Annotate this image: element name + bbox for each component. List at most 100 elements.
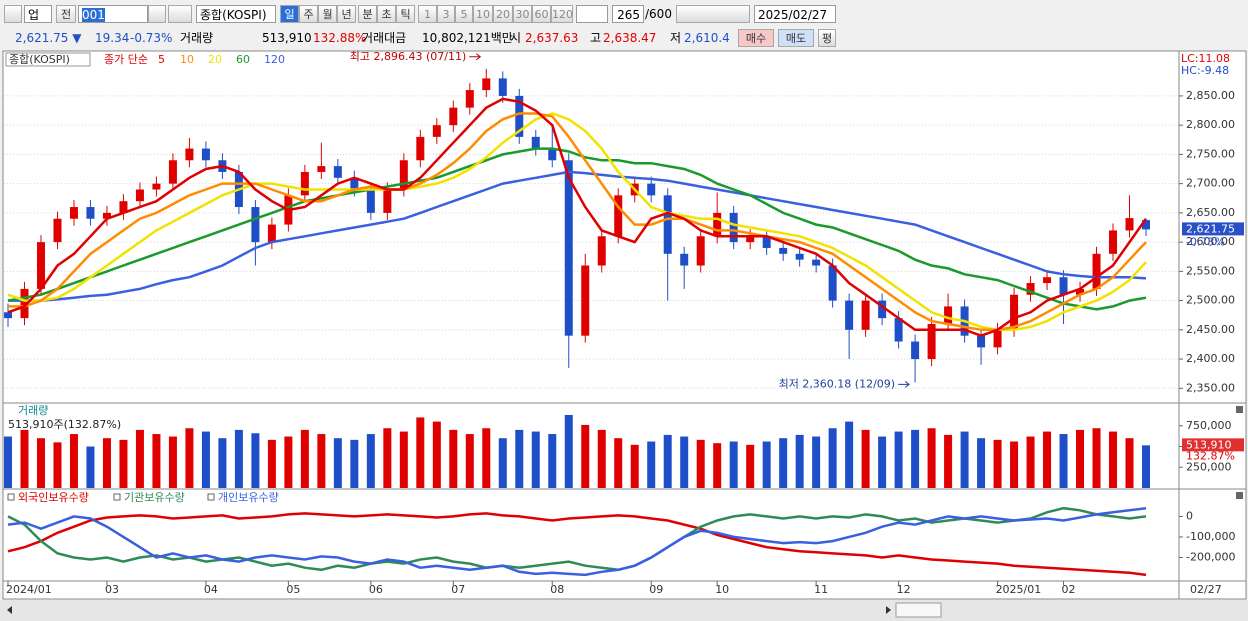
candle-body bbox=[251, 207, 260, 243]
high-label: 고 bbox=[590, 31, 602, 45]
candle-body bbox=[531, 136, 540, 149]
period-button[interactable]: 초 bbox=[377, 5, 396, 23]
avg-button[interactable]: 평 bbox=[818, 29, 836, 47]
chart-title: 종합(KOSPI) bbox=[9, 53, 70, 66]
candle-body bbox=[201, 148, 210, 161]
holding-line bbox=[7, 512, 1147, 577]
buy-button[interactable]: 매수 bbox=[738, 29, 774, 47]
candle-body bbox=[135, 189, 144, 202]
volume-bar bbox=[432, 421, 441, 488]
period-button[interactable]: 일 bbox=[280, 5, 299, 23]
y-tick-label: 2,550.00 bbox=[1186, 264, 1235, 277]
last-price-box bbox=[1182, 222, 1244, 236]
candle-body bbox=[20, 288, 29, 319]
interval-button[interactable]: 60 bbox=[532, 5, 551, 23]
interval-button[interactable]: 3 bbox=[437, 5, 455, 23]
volume-bar bbox=[201, 431, 210, 488]
volume-bar bbox=[581, 424, 590, 488]
open: 2,637.63 bbox=[525, 31, 579, 45]
volume-bar bbox=[4, 436, 12, 488]
candle-body bbox=[944, 306, 953, 324]
low-label: 저 bbox=[670, 31, 682, 45]
candle-body bbox=[1026, 283, 1035, 295]
candle-body bbox=[119, 201, 128, 213]
volume-bar bbox=[1142, 445, 1150, 488]
period-button[interactable]: 주 bbox=[299, 5, 318, 23]
scroll-controls[interactable] bbox=[895, 602, 942, 618]
market-select[interactable]: 업 bbox=[24, 5, 52, 23]
candle-body bbox=[680, 253, 689, 266]
tool-icons[interactable] bbox=[676, 5, 750, 23]
scroll-right[interactable] bbox=[886, 606, 891, 614]
prev-button[interactable]: 전 bbox=[56, 5, 76, 23]
volume-bar bbox=[135, 429, 144, 488]
search-button[interactable] bbox=[148, 5, 166, 23]
volume-bar bbox=[746, 444, 755, 488]
candle-body bbox=[663, 195, 672, 254]
legend-entry: 120 bbox=[264, 53, 285, 66]
volume-bar bbox=[878, 436, 887, 488]
interval-button[interactable]: 5 bbox=[455, 5, 473, 23]
candle-body bbox=[317, 166, 326, 172]
volume-bar bbox=[267, 439, 276, 488]
name-field: 종합(KOSPI) bbox=[196, 5, 276, 23]
last-price: 2,621.75 bbox=[1186, 222, 1235, 235]
candle-body bbox=[515, 95, 524, 137]
scrollbar[interactable] bbox=[0, 600, 1248, 621]
candle-body bbox=[350, 177, 359, 190]
period-button[interactable]: 틱 bbox=[396, 5, 415, 23]
holding-line bbox=[7, 506, 1147, 577]
interval-button[interactable]: 30 bbox=[513, 5, 532, 23]
volume-bar bbox=[614, 438, 623, 488]
volume-bar bbox=[350, 439, 359, 488]
moving-average bbox=[7, 112, 1147, 332]
volume-bar bbox=[630, 444, 639, 488]
volume-bar bbox=[399, 431, 408, 488]
panel-close[interactable] bbox=[1236, 406, 1243, 413]
x-tick-label: 06 bbox=[369, 583, 383, 596]
panel-subtitle: 513,910주(132.87%) bbox=[8, 418, 121, 431]
volume-bar bbox=[597, 429, 606, 488]
y-tick-label: 250,000 bbox=[1186, 460, 1232, 473]
last-volume: 513,910 bbox=[1186, 438, 1232, 451]
candle-body bbox=[86, 207, 95, 219]
interval-button[interactable]: 10 bbox=[473, 5, 493, 23]
code-input[interactable]: 001 bbox=[78, 5, 148, 23]
period-button[interactable]: 월 bbox=[318, 5, 337, 23]
candle-body bbox=[333, 166, 342, 178]
volume-bar bbox=[729, 441, 738, 488]
volume-bar bbox=[993, 439, 1002, 488]
sell-button[interactable]: 매도 bbox=[778, 29, 814, 47]
x-tick-label: 02 bbox=[1062, 583, 1076, 596]
volume-bar bbox=[647, 441, 656, 488]
interval-button[interactable]: 1 bbox=[418, 5, 437, 23]
moving-average bbox=[8, 112, 1147, 332]
panel-close[interactable] bbox=[1236, 492, 1243, 499]
interval-dropdown[interactable] bbox=[576, 5, 608, 23]
candle-body bbox=[465, 90, 474, 108]
volume-bar bbox=[1076, 429, 1085, 488]
volume-rate: 132.88% bbox=[313, 31, 367, 45]
scroll-left[interactable] bbox=[7, 606, 12, 614]
x-tick-label: 04 bbox=[204, 583, 218, 596]
min-arrow bbox=[898, 380, 910, 388]
volume-bar bbox=[102, 438, 111, 488]
price: 2,621.75 ▼ bbox=[15, 31, 82, 45]
volume-bar bbox=[168, 436, 177, 488]
candle-body bbox=[1059, 277, 1068, 295]
volume-bar bbox=[416, 417, 425, 488]
menu-icon[interactable] bbox=[4, 5, 22, 23]
period-button[interactable]: 분 bbox=[358, 5, 377, 23]
sound-button[interactable] bbox=[168, 5, 192, 23]
period-button[interactable]: 년 bbox=[337, 5, 356, 23]
interval-button[interactable]: 120 bbox=[551, 5, 573, 23]
date-input[interactable]: 2025/02/27 bbox=[754, 5, 836, 23]
count-input[interactable]: 265 bbox=[612, 5, 644, 23]
volume-bar bbox=[762, 441, 771, 488]
y-tick-label: 2,650.00 bbox=[1186, 206, 1235, 219]
interval-button[interactable]: 20 bbox=[493, 5, 513, 23]
candle-body bbox=[53, 218, 62, 243]
code-text: 001 bbox=[82, 8, 105, 22]
y-tick-label: 750,000 bbox=[1186, 419, 1232, 432]
candle-body bbox=[993, 329, 1002, 348]
